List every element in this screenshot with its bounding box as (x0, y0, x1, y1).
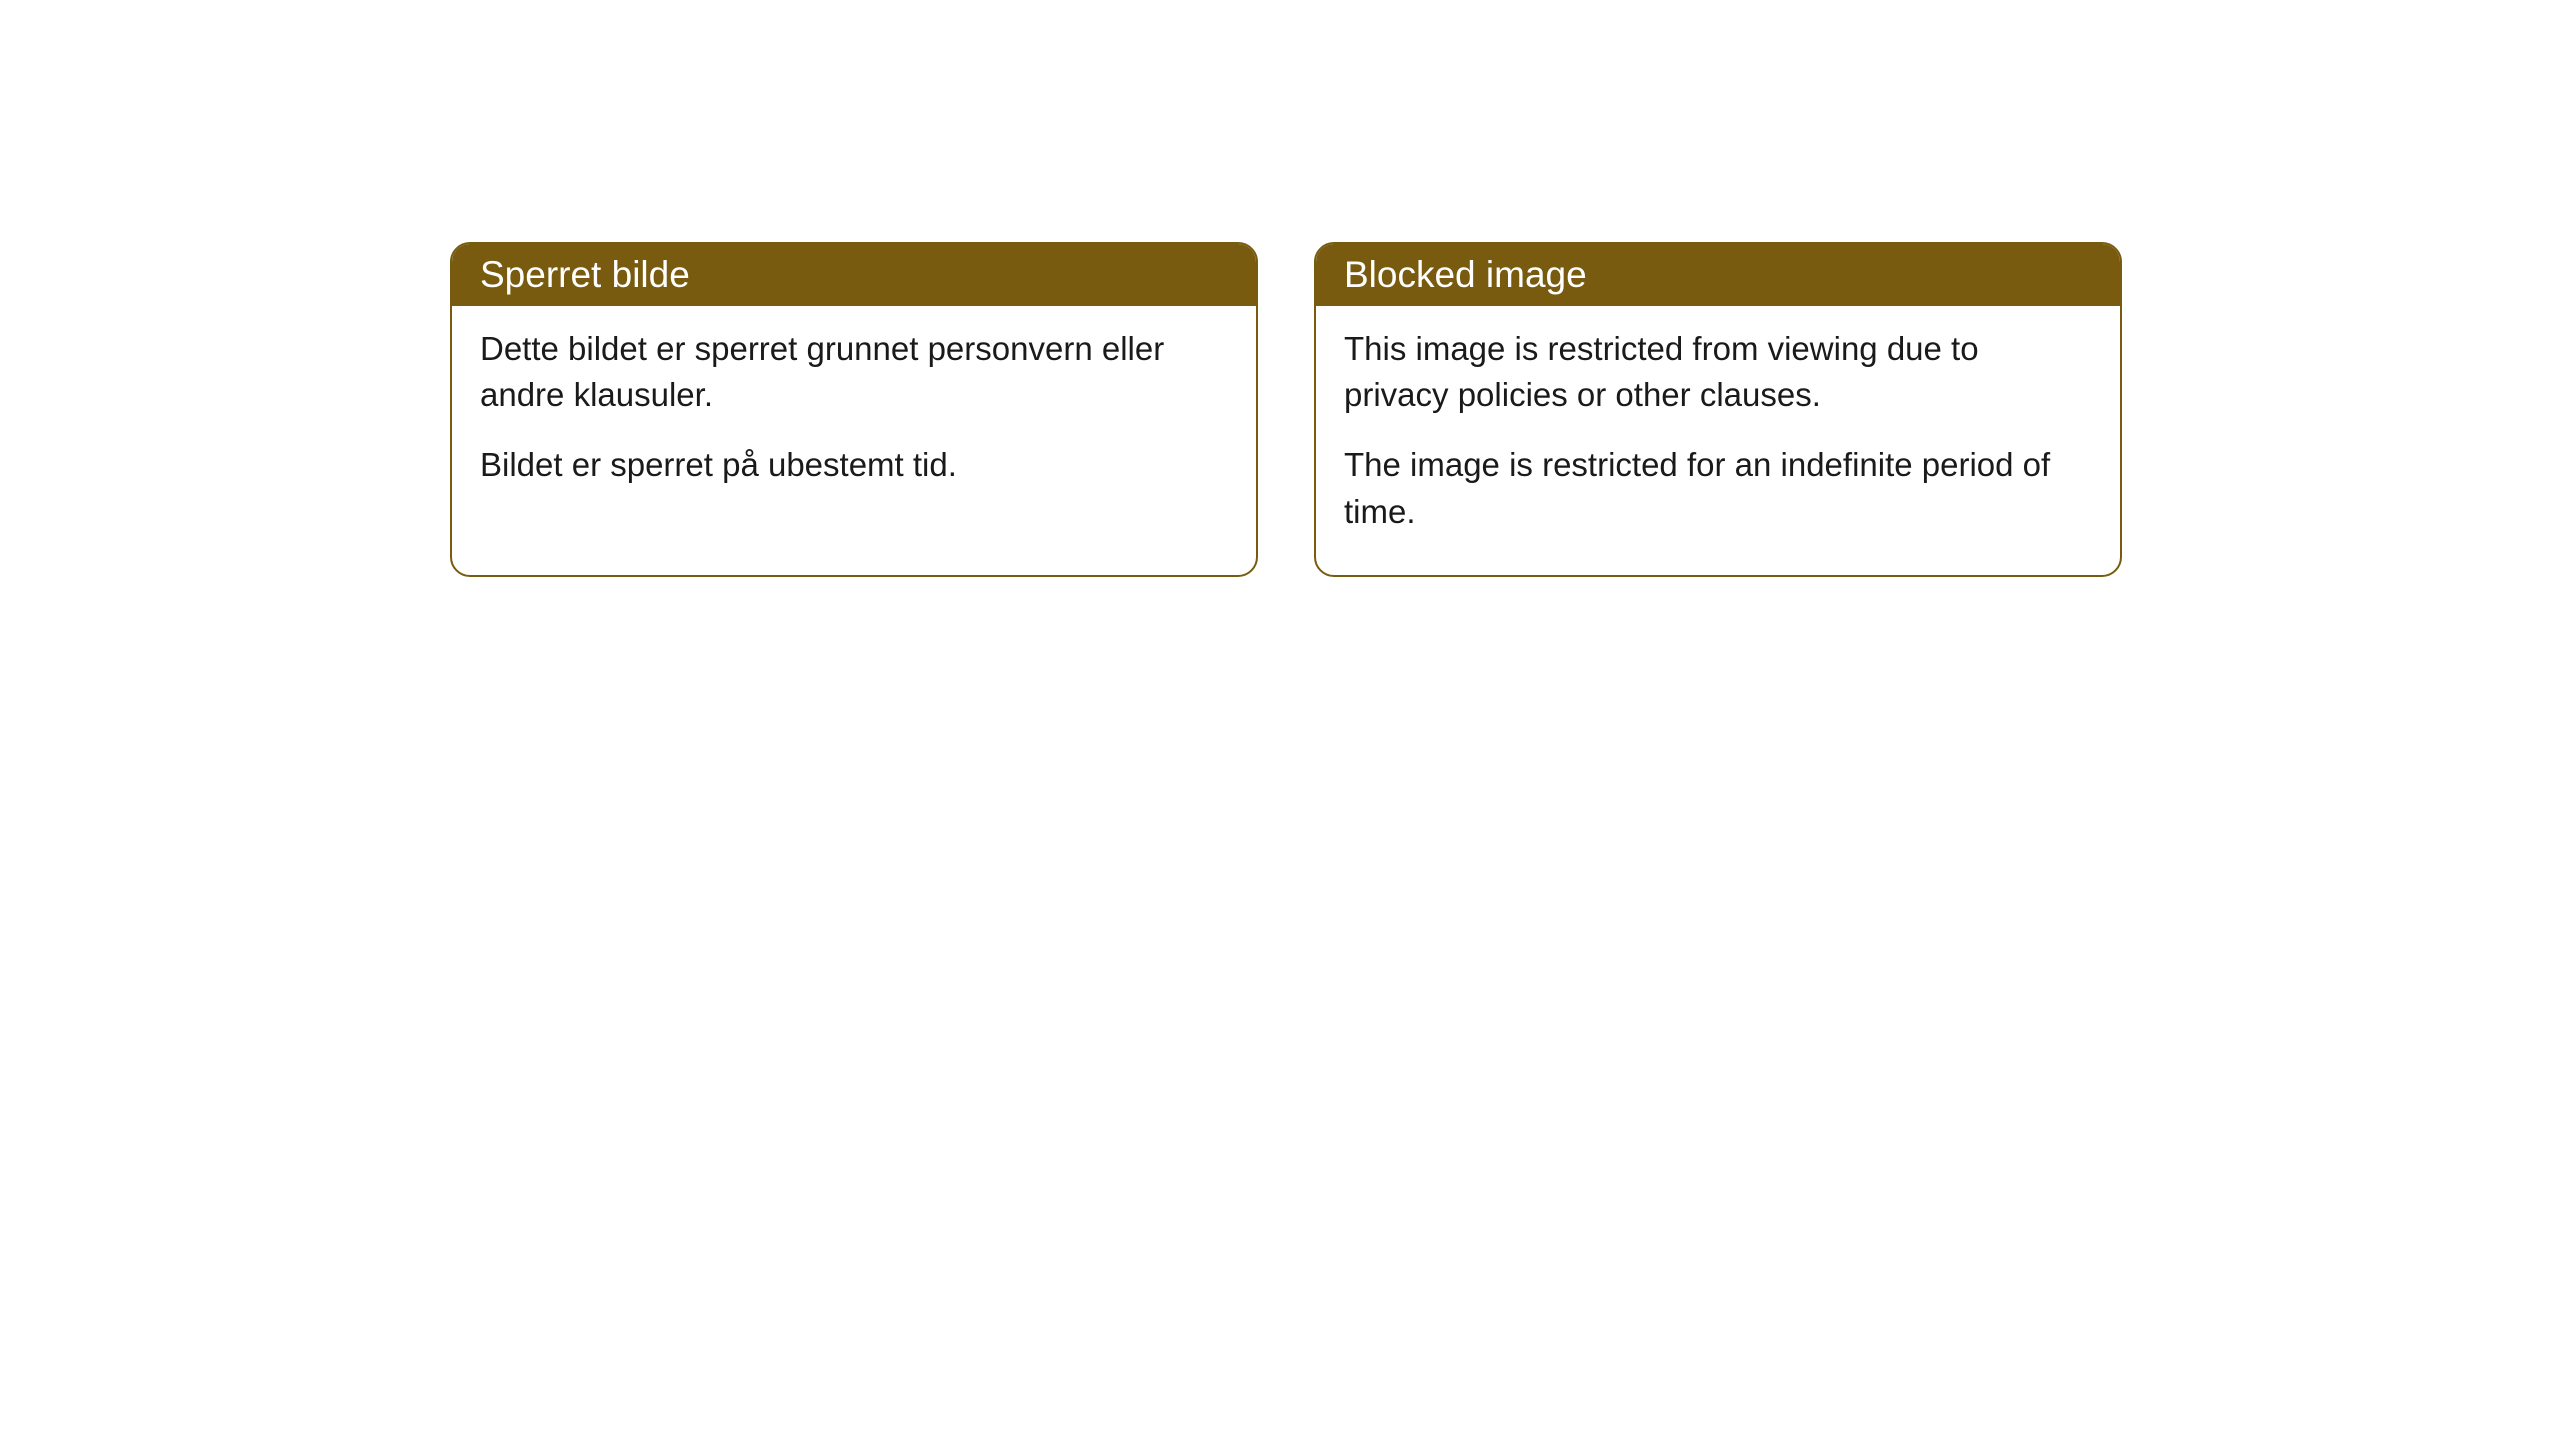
card-body-no: Dette bildet er sperret grunnet personve… (452, 306, 1256, 529)
blocked-image-card-no: Sperret bilde Dette bildet er sperret gr… (450, 242, 1258, 577)
blocked-image-card-en: Blocked image This image is restricted f… (1314, 242, 2122, 577)
card-title-en: Blocked image (1344, 254, 1587, 295)
card-title-no: Sperret bilde (480, 254, 690, 295)
card-paragraph-1-en: This image is restricted from viewing du… (1344, 326, 2092, 418)
card-header-no: Sperret bilde (452, 244, 1256, 306)
cards-container: Sperret bilde Dette bildet er sperret gr… (0, 0, 2560, 577)
card-paragraph-1-no: Dette bildet er sperret grunnet personve… (480, 326, 1228, 418)
card-body-en: This image is restricted from viewing du… (1316, 306, 2120, 575)
card-header-en: Blocked image (1316, 244, 2120, 306)
card-paragraph-2-en: The image is restricted for an indefinit… (1344, 442, 2092, 534)
card-paragraph-2-no: Bildet er sperret på ubestemt tid. (480, 442, 1228, 488)
